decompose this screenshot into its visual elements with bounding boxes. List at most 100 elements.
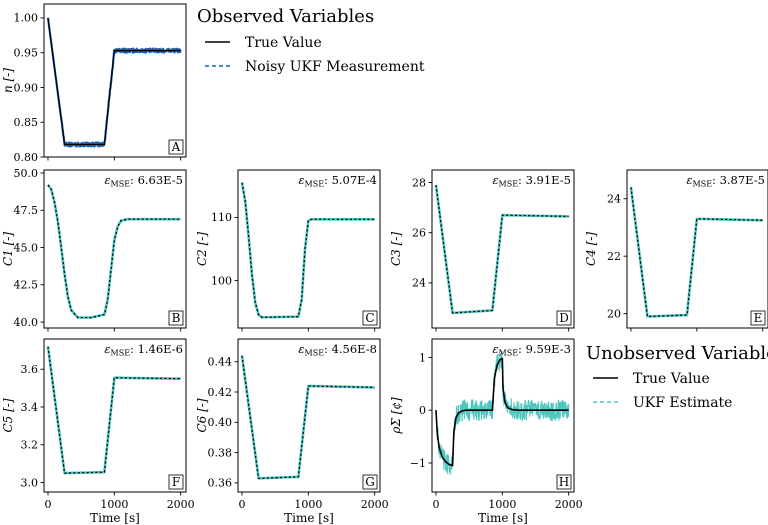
panel-g-ytick-label: 0.44 bbox=[208, 356, 233, 369]
panel-b-id-label: B bbox=[172, 311, 181, 325]
panel-d-ytick-label: 26 bbox=[412, 226, 426, 239]
panel-f-plot-area bbox=[46, 346, 181, 475]
panel-f-ytick-label: 3.4 bbox=[21, 401, 39, 414]
panel-a-ytick-label: 0.95 bbox=[14, 46, 39, 59]
panel-c-ytick-label: 110 bbox=[211, 211, 232, 224]
panel-d-id-box bbox=[556, 310, 572, 326]
panel-e-series-true bbox=[630, 187, 763, 318]
panel-g-ytick-label: 0.36 bbox=[208, 477, 233, 490]
panel-f-ytick-label: 3.6 bbox=[21, 363, 39, 376]
panel-g-series-estimate bbox=[240, 355, 375, 480]
panel-a-id-box bbox=[168, 139, 184, 155]
panel-h-id-box bbox=[556, 474, 572, 490]
panel-h-xtick-label: 2000 bbox=[555, 498, 583, 511]
panel-a-ytick-label: 0.80 bbox=[14, 151, 39, 164]
legend-observed-true-label: True Value bbox=[245, 35, 322, 51]
panel-h-ylabel: ρΣ [¢] bbox=[389, 397, 403, 435]
panel-g-frame bbox=[237, 338, 381, 493]
panel-g-xtick-label: 1000 bbox=[294, 498, 322, 511]
panel-c-frame bbox=[237, 169, 381, 329]
panel-a-ylabel: n [-] bbox=[1, 68, 15, 93]
panel-e-series-estimate bbox=[629, 187, 763, 318]
panel-f-xtick-label: 2000 bbox=[167, 498, 195, 511]
legend-unobserved-title: Unobserved Variables bbox=[586, 343, 768, 364]
legend-unobserved-estimate-label: UKF Estimate bbox=[633, 395, 732, 411]
panel-f-series-true bbox=[47, 346, 181, 474]
panel-c-series-true bbox=[241, 182, 375, 318]
panel-a-frame bbox=[43, 3, 187, 158]
panel-g-id-box bbox=[362, 474, 378, 490]
panel-d-plot-area bbox=[434, 184, 569, 315]
panel-a-ytick-label: 0.90 bbox=[14, 81, 39, 94]
legend-observed: Observed Variables True Value Noisy UKF … bbox=[197, 6, 425, 75]
panel-e-ytick-label: 22 bbox=[607, 250, 621, 263]
panel-h-ytick-label: 1 bbox=[419, 351, 426, 364]
legend-unobserved-true-label: True Value bbox=[633, 371, 710, 387]
panel-d-series-estimate bbox=[434, 184, 569, 315]
panel-c-id-label: C bbox=[365, 311, 374, 325]
panel-h-ytick-label: 0 bbox=[419, 404, 426, 417]
panel-e-id-label: E bbox=[754, 311, 763, 325]
panel-g-ytick-label: 0.42 bbox=[208, 386, 233, 399]
panel-d-series-true bbox=[435, 184, 569, 314]
panel-b-ylabel: C1 [-] bbox=[1, 232, 15, 266]
panels: 0.80 0.85 0.90 0.95 1.00 n [-] A 40.0 42.5 45.0 47… bbox=[1, 3, 768, 525]
panel-a-plot-area bbox=[46, 17, 182, 148]
panel-f-ytick-label: 3.0 bbox=[21, 476, 39, 489]
panel-e-ytick-label: 24 bbox=[607, 193, 621, 206]
panel-b-ytick-label: 50.0 bbox=[14, 167, 39, 180]
panel-a-ytick-label: 1.00 bbox=[14, 12, 39, 25]
panel-f-id-label: F bbox=[172, 475, 180, 489]
panel-f-series-estimate bbox=[46, 346, 181, 475]
panel-d-frame bbox=[431, 169, 575, 329]
panel-g: 0.36 0.38 0.40 0.42 0.44 0 1000 2000 Time [s] C6 … bbox=[195, 338, 389, 525]
panel-g-mse-label: εMSE: 4.56E-8 bbox=[298, 342, 377, 358]
panel-d-mse-label: εMSE: 3.91E-5 bbox=[492, 173, 571, 189]
panel-c-id-box bbox=[362, 310, 378, 326]
panel-h-ytick-label: −1 bbox=[410, 457, 426, 470]
panel-b: 40.0 42.5 45.0 47.5 50.0 C1 [-] εMSE: 6.63E-5 B bbox=[1, 167, 187, 332]
panel-g-ytick-label: 0.40 bbox=[208, 416, 233, 429]
panel-f-xlabel: Time [s] bbox=[90, 511, 140, 525]
panel-h-id-label: H bbox=[559, 475, 569, 489]
panel-g-series-true bbox=[241, 355, 375, 479]
panel-c-ytick-label: 100 bbox=[211, 274, 232, 287]
panel-g-xtick-label: 2000 bbox=[361, 498, 389, 511]
panel-b-id-box bbox=[168, 310, 184, 326]
panel-h-xtick-label: 1000 bbox=[488, 498, 516, 511]
legend-observed-measurement-label: Noisy UKF Measurement bbox=[245, 59, 425, 75]
panel-e-id-box bbox=[750, 310, 766, 326]
panel-d-ylabel: C3 [-] bbox=[389, 232, 403, 266]
panel-g-plot-area bbox=[240, 355, 375, 480]
panel-g-xtick-label: 0 bbox=[238, 498, 245, 511]
panel-d: 24 26 28 C3 [-] εMSE: 3.91E-5 D bbox=[389, 169, 575, 332]
panel-f-xtick-label: 0 bbox=[44, 498, 51, 511]
panel-b-mse-label: εMSE: 6.63E-5 bbox=[104, 173, 183, 189]
legend-unobserved: Unobserved Variables True Value UKF Esti… bbox=[586, 343, 768, 411]
panel-h-frame bbox=[431, 338, 575, 493]
panel-e-ylabel: C4 [-] bbox=[584, 232, 598, 266]
panel-f: 3.0 3.2 3.4 3.6 0 1000 2000 Time [s] C5 [-] εMSE:… bbox=[1, 338, 195, 525]
panel-c-series-estimate bbox=[240, 182, 375, 319]
panel-d-ytick-label: 24 bbox=[412, 277, 426, 290]
panel-a-ytick-label: 0.85 bbox=[14, 116, 39, 129]
panel-f-ylabel: C5 [-] bbox=[1, 398, 15, 432]
panel-e-plot-area bbox=[629, 187, 763, 318]
panel-f-ytick-label: 3.2 bbox=[21, 439, 39, 452]
legend-observed-title: Observed Variables bbox=[197, 6, 374, 27]
panel-e-ytick-label: 20 bbox=[607, 307, 621, 320]
panel-d-ytick-label: 28 bbox=[412, 176, 426, 189]
panel-h-plot-area bbox=[435, 350, 570, 475]
panel-b-ytick-label: 45.0 bbox=[14, 241, 39, 254]
panel-f-xtick-label: 1000 bbox=[100, 498, 128, 511]
panel-f-frame bbox=[43, 338, 187, 493]
panel-g-ytick-label: 0.38 bbox=[208, 446, 233, 459]
panel-d-id-label: D bbox=[559, 311, 569, 325]
panel-f-mse-label: εMSE: 1.46E-6 bbox=[104, 342, 183, 358]
panel-h-xtick-label: 0 bbox=[432, 498, 439, 511]
panel-e: 20 22 24 C4 [-] εMSE: 3.87E-5 E bbox=[584, 169, 768, 332]
panel-f-id-box bbox=[168, 474, 184, 490]
panel-b-ytick-label: 42.5 bbox=[14, 279, 39, 292]
